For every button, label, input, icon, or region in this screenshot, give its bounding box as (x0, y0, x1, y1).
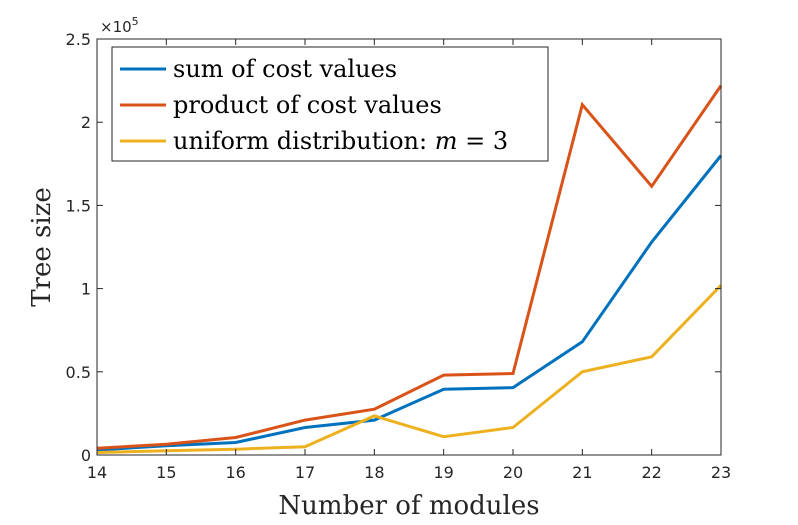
series-line-1 (96, 154, 723, 452)
y-tick-label: 2.5 (66, 30, 91, 49)
series-line-2 (96, 84, 723, 450)
legend-math-variable: m (435, 127, 465, 155)
x-tick-label: 21 (572, 463, 592, 482)
x-tick-label: 18 (364, 463, 384, 482)
y-tick-label: 1.5 (66, 196, 91, 215)
legend: sum of cost values product of cost values… (111, 46, 549, 162)
y-tick-label: 0 (81, 446, 91, 465)
x-tick-label: 16 (225, 463, 245, 482)
legend-label-3: uniform distribution: m = 3 (173, 127, 508, 155)
legend-label-2: product of cost values (173, 91, 442, 119)
y-exponent-power: 5 (132, 15, 139, 28)
legend-label-text: uniform distribution: (173, 127, 435, 155)
legend-box (111, 46, 549, 162)
x-tick-label: 15 (156, 463, 176, 482)
legend-label-1: sum of cost values (173, 55, 397, 83)
y-tick-label: 0.5 (66, 363, 91, 382)
legend-label-text: product of cost values (173, 91, 442, 119)
y-axis: 0 0.5 1 1.5 2 2.5 (66, 30, 721, 465)
series-layer (96, 84, 723, 454)
x-tick-label: 17 (295, 463, 315, 482)
y-tick-label: 1 (81, 280, 91, 299)
series-line-3 (96, 284, 723, 454)
legend-label-text: sum of cost values (173, 55, 397, 83)
x-tick-label: 20 (503, 463, 523, 482)
y-exponent-label: ×105 (100, 15, 139, 36)
x-axis-title: Number of modules (278, 491, 539, 521)
legend-math-rest: = 3 (465, 127, 508, 155)
x-tick-label: 14 (87, 463, 107, 482)
y-tick-label: 2 (81, 113, 91, 132)
x-axis: 14 15 16 17 18 19 20 21 22 23 (87, 39, 731, 482)
x-tick-label: 22 (641, 463, 661, 482)
y-axis-title: Tree size (27, 187, 57, 307)
plot-frame (96, 38, 722, 456)
x-tick-label: 23 (711, 463, 731, 482)
x-tick-label: 19 (433, 463, 453, 482)
